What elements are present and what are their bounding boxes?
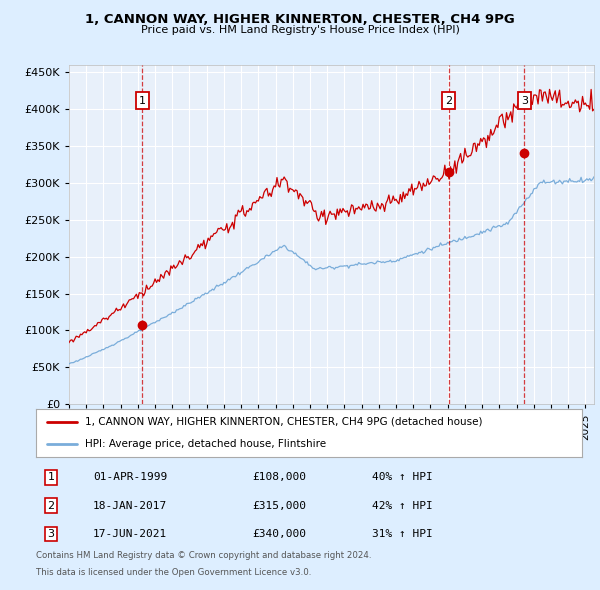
- Text: 18-JAN-2017: 18-JAN-2017: [93, 501, 167, 510]
- Text: HPI: Average price, detached house, Flintshire: HPI: Average price, detached house, Flin…: [85, 439, 326, 449]
- Text: 1, CANNON WAY, HIGHER KINNERTON, CHESTER, CH4 9PG: 1, CANNON WAY, HIGHER KINNERTON, CHESTER…: [85, 13, 515, 26]
- Text: 17-JUN-2021: 17-JUN-2021: [93, 529, 167, 539]
- Text: 01-APR-1999: 01-APR-1999: [93, 473, 167, 482]
- Text: 1: 1: [139, 96, 146, 106]
- Text: Contains HM Land Registry data © Crown copyright and database right 2024.: Contains HM Land Registry data © Crown c…: [36, 551, 371, 560]
- Text: 31% ↑ HPI: 31% ↑ HPI: [372, 529, 433, 539]
- Text: Price paid vs. HM Land Registry's House Price Index (HPI): Price paid vs. HM Land Registry's House …: [140, 25, 460, 35]
- Text: 2: 2: [47, 501, 55, 510]
- Text: 1, CANNON WAY, HIGHER KINNERTON, CHESTER, CH4 9PG (detached house): 1, CANNON WAY, HIGHER KINNERTON, CHESTER…: [85, 417, 482, 427]
- Text: 3: 3: [521, 96, 528, 106]
- Text: 42% ↑ HPI: 42% ↑ HPI: [372, 501, 433, 510]
- Text: 3: 3: [47, 529, 55, 539]
- Text: This data is licensed under the Open Government Licence v3.0.: This data is licensed under the Open Gov…: [36, 568, 311, 576]
- Text: 2: 2: [445, 96, 452, 106]
- Text: £108,000: £108,000: [252, 473, 306, 482]
- Text: 40% ↑ HPI: 40% ↑ HPI: [372, 473, 433, 482]
- Text: £315,000: £315,000: [252, 501, 306, 510]
- Text: 1: 1: [47, 473, 55, 482]
- Text: £340,000: £340,000: [252, 529, 306, 539]
